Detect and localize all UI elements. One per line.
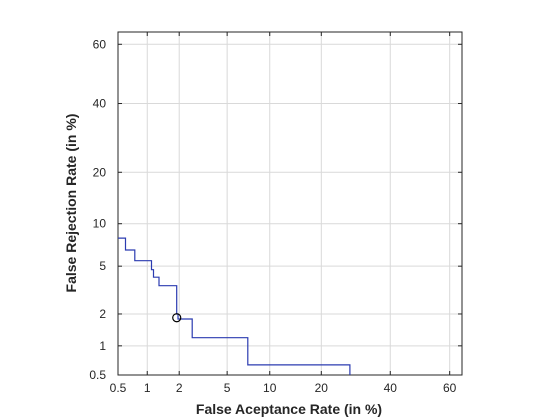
x-tick-label: 20 [315, 381, 329, 395]
x-tick-label: 1 [144, 381, 151, 395]
y-tick-label: 1 [99, 339, 106, 353]
x-tick-label: 40 [384, 381, 398, 395]
y-tick-label: 5 [99, 259, 106, 273]
plot-frame [117, 31, 463, 376]
axis-ticks [117, 32, 462, 376]
y-axis-label: False Rejection Rate (in %) [63, 114, 79, 293]
x-tick-label: 2 [176, 381, 183, 395]
y-tick-label: 2 [99, 307, 106, 321]
x-tick-label: 60 [443, 381, 457, 395]
x-tick-labels: 0.5 1 2 5 10 20 40 60 [110, 381, 457, 395]
y-tick-label: 20 [93, 165, 107, 179]
grid-lines [118, 32, 462, 375]
data-layer [118, 237, 351, 375]
x-tick-label: 0.5 [110, 381, 127, 395]
y-tick-label: 10 [93, 217, 107, 231]
y-tick-label: 40 [93, 97, 107, 111]
y-tick-label: 0.5 [89, 368, 106, 382]
x-axis-label: False Aceptance Rate (in %) [196, 401, 382, 417]
y-tick-labels: 0.5 1 2 5 10 20 40 60 [89, 37, 106, 382]
x-tick-label: 10 [263, 381, 277, 395]
det-curve [118, 237, 351, 375]
y-tick-label: 60 [93, 37, 107, 51]
eer-marker [172, 313, 182, 323]
x-tick-label: 5 [224, 381, 231, 395]
